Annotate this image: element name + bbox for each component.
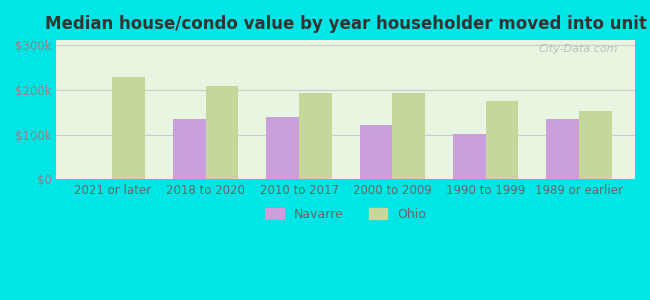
- Bar: [359, 124, 393, 179]
- Legend: Navarre, Ohio: Navarre, Ohio: [260, 203, 432, 226]
- Bar: [547, 119, 579, 179]
- Bar: [486, 101, 518, 179]
- Bar: [266, 117, 299, 179]
- Bar: [579, 111, 612, 179]
- Bar: [453, 134, 486, 179]
- Title: Median house/condo value by year householder moved into unit: Median house/condo value by year househo…: [45, 15, 647, 33]
- Bar: [393, 93, 425, 179]
- Bar: [206, 86, 239, 179]
- Text: City-Data.com: City-Data.com: [538, 44, 617, 54]
- Bar: [299, 93, 332, 179]
- Bar: [173, 119, 206, 179]
- Bar: [112, 77, 145, 179]
